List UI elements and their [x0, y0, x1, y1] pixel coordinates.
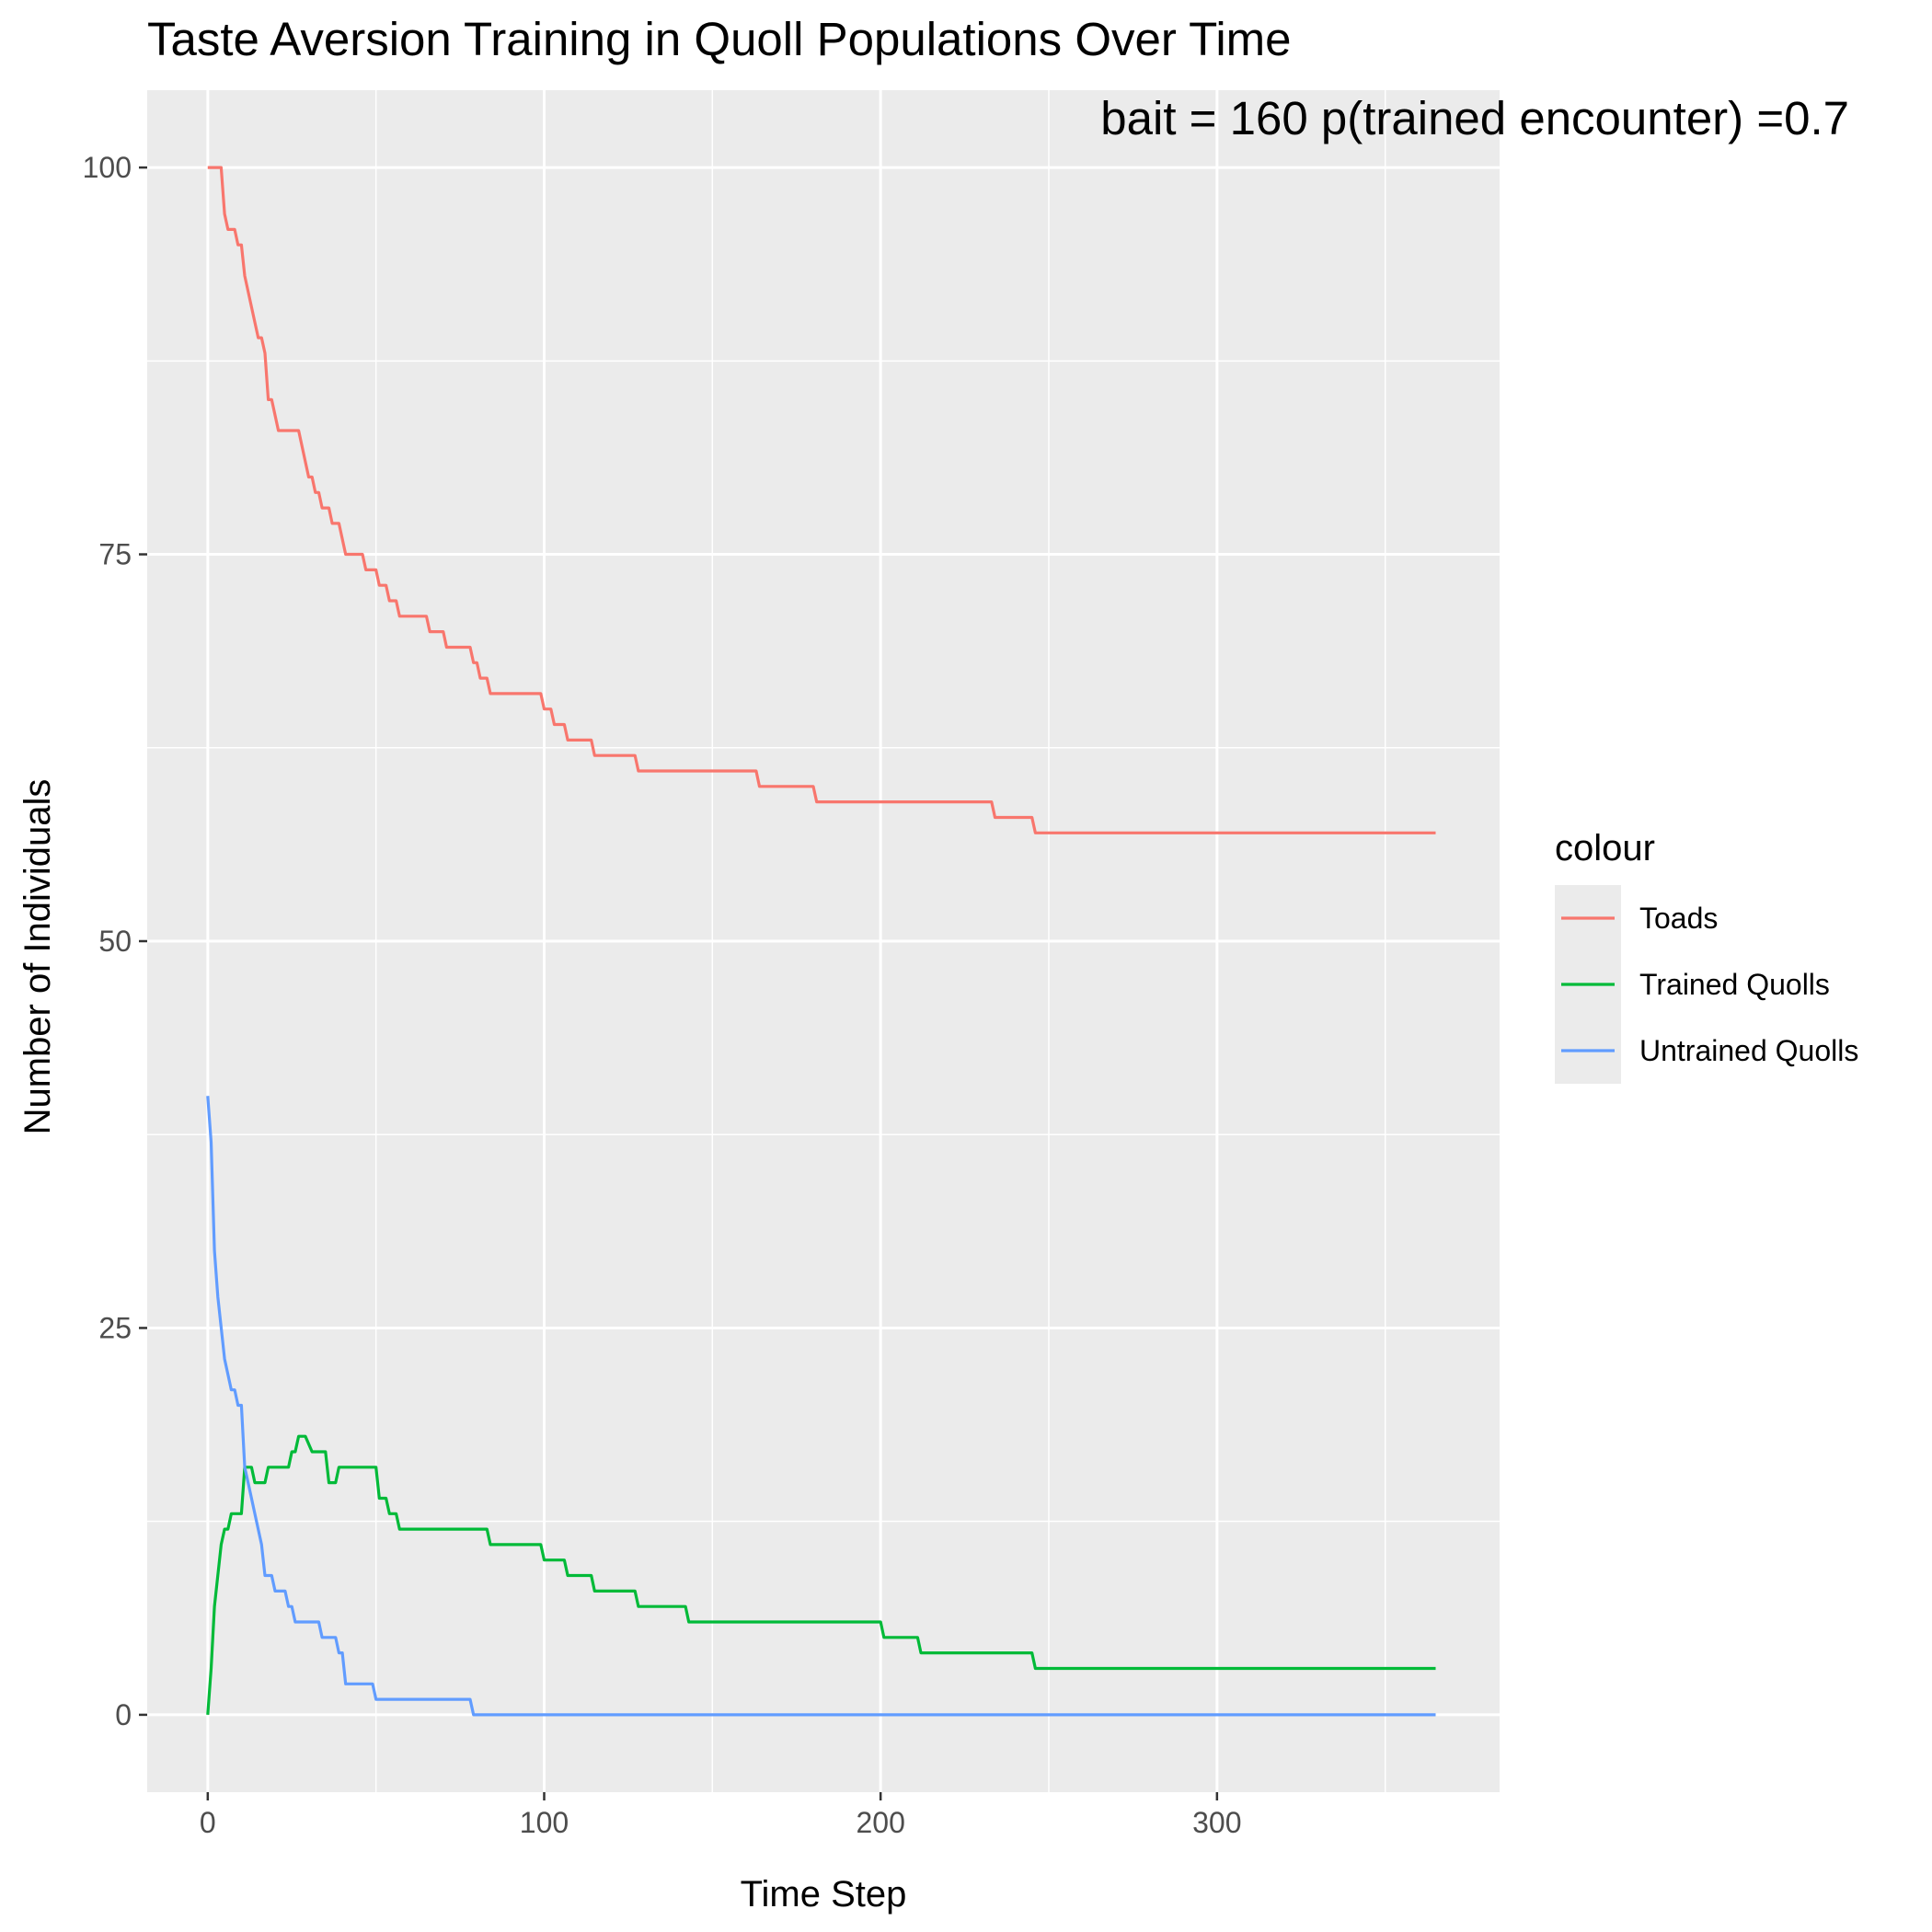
y-tick-label: 100: [83, 151, 132, 184]
y-tick-label: 25: [98, 1311, 132, 1344]
y-tick-label: 50: [98, 925, 132, 958]
x-axis-title: Time Step: [741, 1874, 907, 1915]
x-tick-label: 0: [200, 1806, 216, 1839]
chart-title: Taste Aversion Training in Quoll Populat…: [147, 13, 1292, 65]
x-axis: 0 100 200 300: [200, 1792, 1242, 1839]
legend-label-toads: Toads: [1639, 902, 1718, 935]
major-gridlines: [147, 90, 1500, 1792]
x-tick-label: 200: [856, 1806, 904, 1839]
untrained-quolls-line: [206, 1096, 1436, 1717]
legend-label-trained-quolls: Trained Quolls: [1639, 968, 1830, 1001]
trained-quolls-line: [206, 1434, 1436, 1716]
x-tick-label: 300: [1192, 1806, 1241, 1839]
toads-line: [207, 166, 1436, 834]
legend-title: colour: [1555, 828, 1655, 868]
y-tick-label: 0: [115, 1698, 132, 1731]
chart-annotation: bait = 160 p(trained encounter) =0.7: [1100, 92, 1849, 144]
legend: colour Toads Trained Quolls Untrained Quol…: [1555, 828, 1858, 1084]
series-lines: [206, 166, 1436, 1717]
y-axis-title: Number of Individuals: [17, 779, 58, 1135]
y-axis: 0 25 50 75 100: [83, 151, 147, 1731]
x-tick-label: 100: [520, 1806, 569, 1839]
y-tick-label: 75: [98, 538, 132, 571]
legend-label-untrained-quolls: Untrained Quolls: [1639, 1034, 1858, 1067]
